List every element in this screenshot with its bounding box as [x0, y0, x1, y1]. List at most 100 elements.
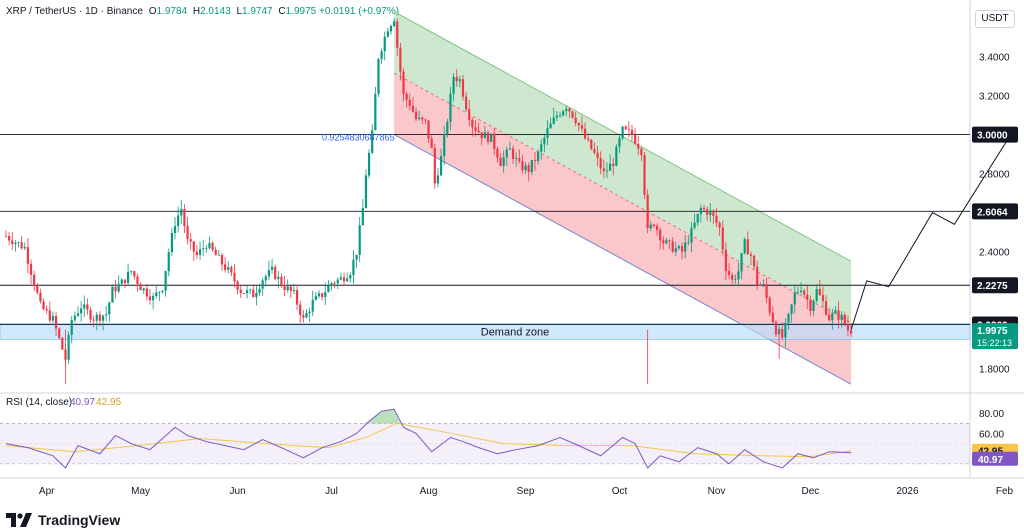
- rsi-value-tag-label: 40.97: [978, 455, 1003, 466]
- rsi-pane[interactable]: RSI (14, close)40.9742.9580.0060.0042.95…: [0, 397, 1018, 469]
- high-label: H: [192, 6, 201, 17]
- candle-body: [148, 296, 152, 301]
- candle-body: [145, 288, 148, 297]
- current-price-tag[interactable]: [972, 323, 1018, 350]
- level-price-tag[interactable]: [972, 203, 1018, 220]
- candle-body: [562, 111, 565, 116]
- projection-line[interactable]: [850, 134, 1012, 330]
- candle-body: [158, 291, 161, 293]
- candle-body: [621, 126, 624, 139]
- price-tick-label: 2.4000: [979, 248, 1010, 259]
- candle-body: [133, 271, 136, 277]
- candle-body: [846, 324, 850, 331]
- candle-body: [51, 316, 55, 321]
- candle-body: [693, 222, 696, 228]
- descending-channel[interactable]: [393, 11, 852, 385]
- candle-body: [67, 334, 70, 360]
- candle-body: [665, 240, 668, 244]
- candle-body: [508, 148, 512, 150]
- candle-body: [205, 248, 208, 249]
- candle-body: [583, 128, 587, 139]
- candle-body: [837, 310, 840, 320]
- candle-body: [818, 289, 821, 296]
- candle-body: [565, 108, 568, 112]
- candle-body: [92, 319, 95, 321]
- projection-path[interactable]: [850, 133, 1012, 330]
- candle-body: [364, 175, 368, 209]
- level-price-label: 3.0000: [977, 131, 1008, 142]
- candle-body: [173, 226, 177, 234]
- candle-body: [76, 313, 80, 316]
- channel-lower-line[interactable]: [393, 134, 852, 385]
- candle-body: [502, 157, 505, 166]
- candle-body: [490, 133, 493, 142]
- demand-zone-rect[interactable]: [0, 323, 971, 340]
- candle-body: [418, 117, 421, 120]
- candle-body: [377, 59, 380, 94]
- candle-body: [659, 229, 662, 241]
- candle-body: [605, 170, 609, 172]
- candle-body: [136, 276, 139, 285]
- candle-body: [646, 194, 649, 229]
- high-value: 2.0143: [200, 6, 231, 17]
- candle-body: [4, 236, 8, 237]
- candle-body: [98, 314, 101, 321]
- candle-body: [258, 288, 261, 293]
- price-chart[interactable]: Demand zone 3.4000 3.2000 3.0000 2.8000 2.60…: [0, 0, 1024, 505]
- candle-body: [126, 271, 130, 283]
- candle-body: [14, 242, 17, 245]
- rsi-legend-value: 40.97: [70, 397, 95, 408]
- candle-body: [183, 209, 186, 227]
- candle-body: [727, 271, 731, 275]
- candle-body: [308, 311, 311, 313]
- rsi-ma-line[interactable]: [5, 422, 852, 458]
- level-price-label: 2.2275: [977, 281, 1008, 292]
- symbol-title[interactable]: XRP / TetherUS · 1D · Binance: [6, 6, 143, 17]
- rsi-legend-title: RSI (14, close): [6, 397, 72, 408]
- candle-body: [533, 160, 537, 162]
- candle-body: [702, 207, 706, 210]
- level-price-tag[interactable]: [972, 126, 1018, 143]
- candle-body: [521, 161, 524, 171]
- candle-body: [367, 152, 371, 176]
- candle-body: [571, 111, 574, 118]
- level-price-tag[interactable]: [972, 277, 1018, 294]
- candle-body: [587, 138, 590, 140]
- candle-body: [812, 300, 815, 311]
- candle-body: [189, 239, 192, 242]
- time-axis[interactable]: Apr May Jun Jul Aug Sep Oct Nov Dec 2026 Feb: [39, 486, 1014, 497]
- price-axis[interactable]: 3.4000 3.2000 3.0000 2.8000 2.6064 2.4000 2.22…: [972, 53, 1018, 376]
- candle-body: [302, 315, 305, 318]
- candle-body: [721, 227, 724, 250]
- candle-body: [224, 264, 227, 270]
- candle-body: [593, 149, 596, 153]
- candle-body: [339, 277, 343, 280]
- candle-body: [374, 93, 377, 131]
- candle-body: [590, 139, 593, 150]
- rsi-line[interactable]: [5, 408, 852, 469]
- candle-body: [380, 51, 383, 60]
- candle-body: [759, 284, 762, 286]
- candle-body: [230, 267, 233, 273]
- tradingview-brand[interactable]: TradingView: [6, 510, 120, 530]
- candle-body: [515, 158, 518, 160]
- demand-zone[interactable]: Demand zone: [0, 323, 971, 340]
- candle-body: [270, 266, 274, 270]
- candle-body: [709, 210, 712, 215]
- candle-body: [471, 119, 474, 128]
- candle-body: [486, 132, 490, 142]
- candle-body: [602, 168, 605, 172]
- candle-body: [333, 283, 336, 284]
- currency-button[interactable]: USDT: [975, 10, 1015, 28]
- candle-body: [815, 289, 818, 301]
- candle-body: [439, 156, 443, 176]
- candle-body: [746, 239, 749, 255]
- candle-body: [803, 290, 806, 295]
- candle-body: [180, 209, 183, 216]
- candle-body: [608, 163, 612, 171]
- rsi-ma-legend-value: 42.95: [96, 397, 121, 408]
- candle-body: [549, 123, 552, 129]
- candle-body: [61, 337, 64, 350]
- close-value: 1.9975: [285, 6, 317, 17]
- candle-body: [261, 280, 264, 289]
